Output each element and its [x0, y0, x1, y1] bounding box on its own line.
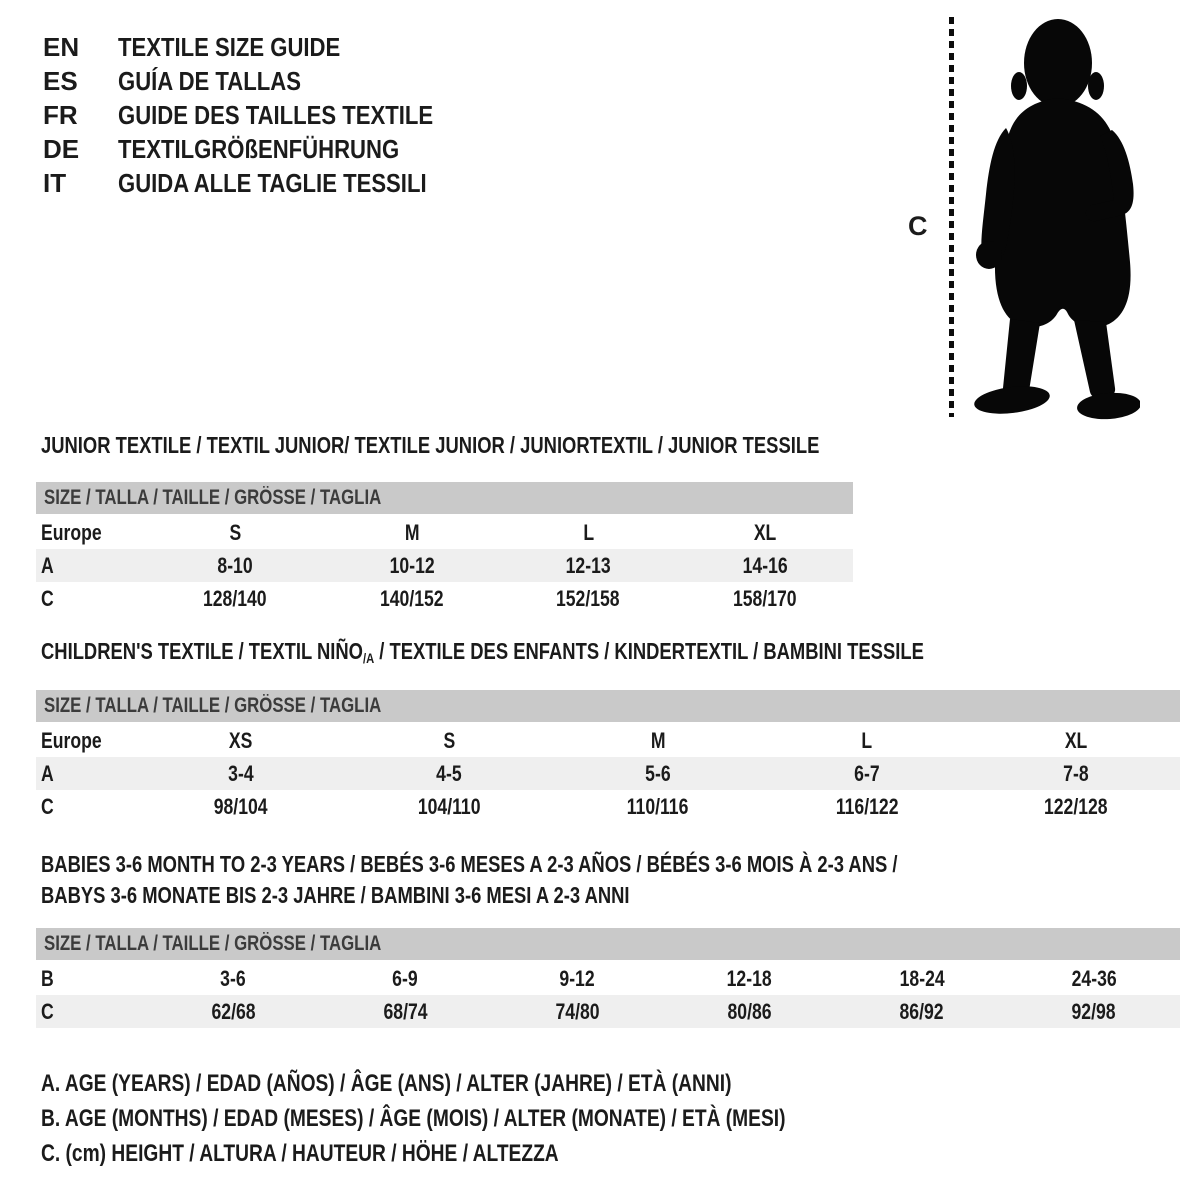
table-cell: 3-6 — [220, 965, 246, 991]
language-row: DE TEXTILGRÖßENFÜHRUNG — [43, 132, 489, 166]
legend-line-a: A. AGE (YEARS) / EDAD (AÑOS) / ÂGE (ANS)… — [41, 1070, 732, 1097]
table-row-height-cm: C 98/104 104/110 110/116 116/122 122/128 — [36, 790, 1180, 823]
table-cell: XS — [228, 727, 253, 753]
table-cell: 110/116 — [627, 793, 689, 819]
table-cell: 3-4 — [227, 760, 254, 786]
table-cell: 62/68 — [211, 998, 256, 1024]
table-row-age-months: B 3-6 6-9 9-12 12-18 18-24 24-36 — [36, 962, 1180, 995]
size-header-bar: SIZE / TALLA / TAILLE / GRÖSSE / TAGLIA — [36, 690, 1180, 722]
legend-line-b: B. AGE (MONTHS) / EDAD (MESES) / ÂGE (MO… — [41, 1105, 786, 1132]
row-label: C — [41, 998, 54, 1024]
language-label: TEXTILGRÖßENFÜHRUNG — [118, 133, 400, 164]
table-cell: L — [861, 727, 873, 753]
row-label: C — [41, 793, 54, 819]
table-cell: 4-5 — [436, 760, 462, 786]
language-label: TEXTILE SIZE GUIDE — [118, 31, 341, 62]
table-cell: 86/92 — [899, 998, 944, 1024]
row-label: C — [41, 585, 54, 611]
table-cell: 140/152 — [379, 585, 444, 611]
table-cell: 24-36 — [1071, 965, 1117, 991]
table-row-europe: Europe XS S M L XL — [36, 724, 1180, 757]
table-cell: XL — [1064, 727, 1087, 753]
junior-section-title-text: JUNIOR TEXTILE / TEXTIL JUNIOR/ TEXTILE … — [41, 432, 820, 458]
toddler-silhouette-icon — [974, 19, 1140, 420]
children-section-title: CHILDREN'S TEXTILE / TEXTIL NIÑO/A / TEX… — [41, 638, 1145, 666]
table-cell: 98/104 — [213, 793, 268, 819]
table-row-europe: Europe S M L XL — [36, 516, 853, 549]
table-row-height-cm: C 62/68 68/74 74/80 80/86 86/92 92/98 — [36, 995, 1180, 1028]
table-cell: S — [229, 519, 242, 545]
table-cell: 128/140 — [203, 585, 268, 611]
nino-a-subscript: /A — [362, 650, 375, 666]
table-cell: 80/86 — [727, 998, 772, 1024]
table-cell: 18-24 — [899, 965, 945, 991]
babies-size-table: SIZE / TALLA / TAILLE / GRÖSSE / TAGLIA … — [36, 928, 1180, 1028]
table-cell: 6-7 — [854, 760, 880, 786]
language-label: GUIDA ALLE TAGLIE TESSILI — [118, 167, 427, 198]
language-code: EN — [43, 31, 80, 62]
size-header-label: SIZE / TALLA / TAILLE / GRÖSSE / TAGLIA — [44, 932, 382, 955]
table-row-age-years: A 8-10 10-12 12-13 14-16 — [36, 549, 853, 582]
language-row: IT GUIDA ALLE TAGLIE TESSILI — [43, 166, 489, 200]
table-row-age-years: A 3-4 4-5 5-6 6-7 7-8 — [36, 757, 1180, 790]
table-cell: 68/74 — [383, 998, 428, 1024]
table-cell: 12-13 — [565, 552, 611, 578]
table-cell: 122/128 — [1043, 793, 1108, 819]
table-cell: M — [404, 519, 420, 545]
table-cell: L — [582, 519, 594, 545]
size-header-label: SIZE / TALLA / TAILLE / GRÖSSE / TAGLIA — [44, 694, 382, 717]
legend-line-c: C. (cm) HEIGHT / ALTURA / HAUTEUR / HÖHE… — [41, 1140, 559, 1167]
junior-size-table: SIZE / TALLA / TAILLE / GRÖSSE / TAGLIA … — [36, 482, 853, 615]
children-size-table: SIZE / TALLA / TAILLE / GRÖSSE / TAGLIA … — [36, 690, 1180, 823]
babies-title-line1: BABIES 3-6 MONTH TO 2-3 YEARS / BEBÉS 3-… — [41, 851, 898, 877]
table-cell: 10-12 — [389, 552, 435, 578]
table-cell: S — [443, 727, 456, 753]
language-title-list: EN TEXTILE SIZE GUIDE ES GUÍA DE TALLAS … — [43, 30, 489, 200]
table-cell: 6-9 — [392, 965, 418, 991]
babies-section-title: BABIES 3-6 MONTH TO 2-3 YEARS / BEBÉS 3-… — [41, 849, 1112, 911]
table-cell: 8-10 — [217, 552, 253, 578]
row-label: Europe — [41, 727, 102, 753]
table-cell: 7-8 — [1062, 760, 1089, 786]
language-code: IT — [43, 167, 67, 198]
babies-title-line2: BABYS 3-6 MONATE BIS 2-3 JAHRE / BAMBINI… — [41, 882, 630, 908]
row-label: B — [41, 965, 54, 991]
language-code: ES — [43, 65, 78, 96]
table-cell: 116/122 — [835, 793, 899, 819]
row-label: A — [41, 760, 54, 786]
measurement-legend: A. AGE (YEARS) / EDAD (AÑOS) / ÂGE (ANS)… — [41, 1066, 972, 1171]
table-cell: 74/80 — [555, 998, 600, 1024]
table-cell: 9-12 — [559, 965, 596, 991]
language-label: GUIDE DES TAILLES TEXTILE — [118, 99, 434, 130]
language-row: ES GUÍA DE TALLAS — [43, 64, 489, 98]
table-cell: 152/158 — [556, 585, 621, 611]
table-cell: 158/170 — [732, 585, 797, 611]
table-cell: XL — [753, 519, 777, 545]
size-header-bar: SIZE / TALLA / TAILLE / GRÖSSE / TAGLIA — [36, 482, 853, 514]
language-label: GUÍA DE TALLAS — [118, 65, 301, 96]
table-cell: 12-18 — [727, 965, 773, 991]
junior-section-title: JUNIOR TEXTILE / TEXTIL JUNIOR/ TEXTILE … — [41, 432, 1014, 459]
language-row: EN TEXTILE SIZE GUIDE — [43, 30, 489, 64]
children-section-title-text: CHILDREN'S TEXTILE / TEXTIL NIÑO/A / TEX… — [41, 638, 924, 666]
table-cell: M — [650, 727, 666, 753]
table-cell: 5-6 — [645, 760, 671, 786]
language-code: DE — [43, 133, 80, 164]
language-row: FR GUIDE DES TAILLES TEXTILE — [43, 98, 489, 132]
table-cell: 92/98 — [1071, 998, 1116, 1024]
row-label: Europe — [41, 519, 102, 545]
language-code: FR — [43, 99, 78, 130]
table-cell: 104/110 — [417, 793, 481, 819]
table-cell: 14-16 — [742, 552, 788, 578]
row-label: A — [41, 552, 54, 578]
table-row-height-cm: C 128/140 140/152 152/158 158/170 — [36, 582, 853, 615]
size-header-label: SIZE / TALLA / TAILLE / GRÖSSE / TAGLIA — [44, 486, 382, 509]
height-measure-dashed-line — [949, 17, 954, 417]
size-header-bar: SIZE / TALLA / TAILLE / GRÖSSE / TAGLIA — [36, 928, 1180, 960]
height-measure-label: C — [908, 211, 928, 241]
